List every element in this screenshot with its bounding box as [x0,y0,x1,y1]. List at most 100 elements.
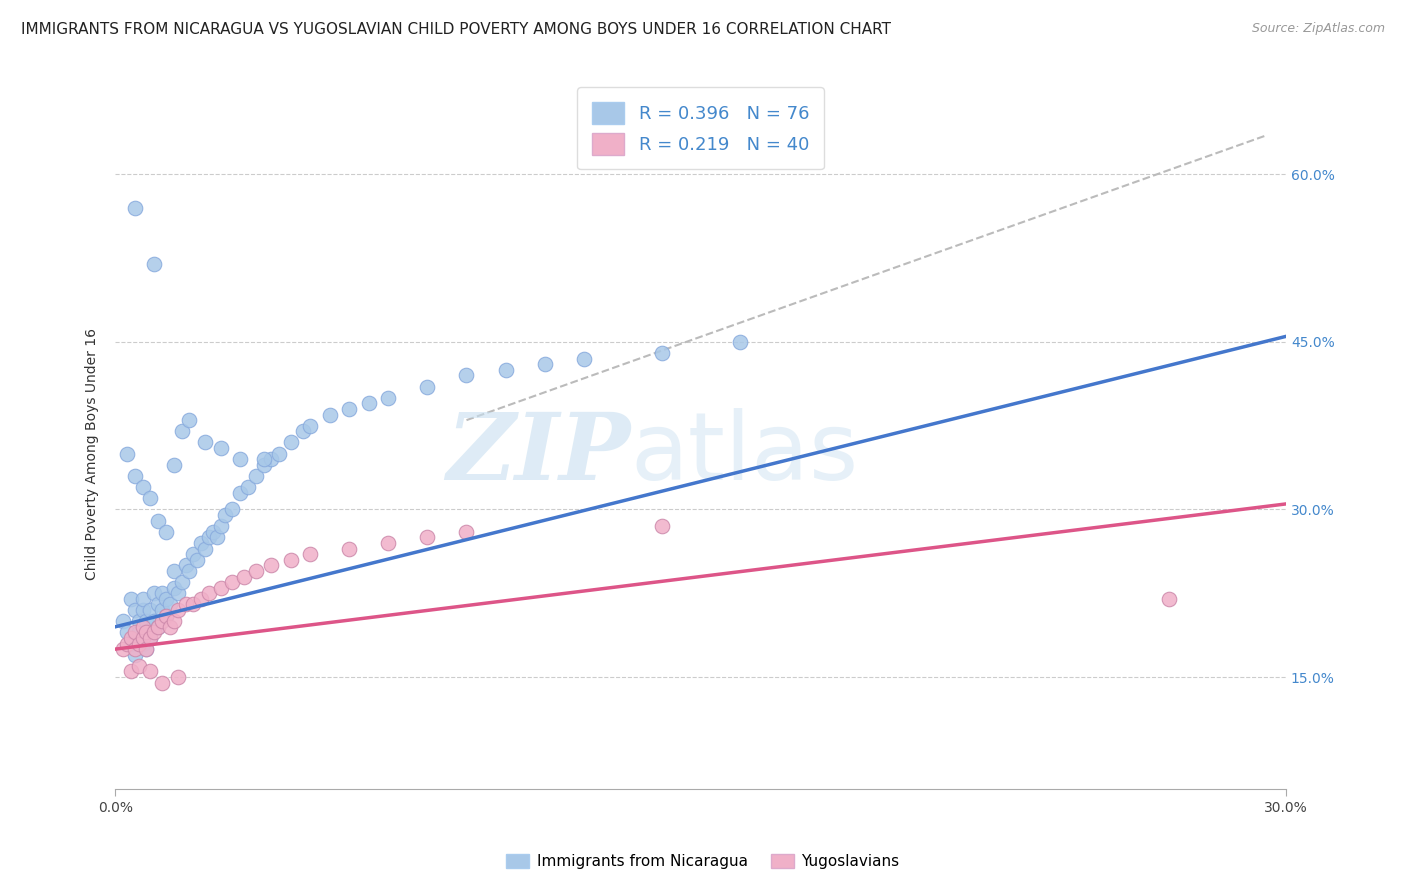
Point [150,614,173,628]
Point [221,575,243,590]
Point [124,625,146,640]
Point [1157,591,1180,606]
Point [181,547,204,561]
Point [143,586,166,600]
Point [131,480,153,494]
Point [260,452,283,467]
Point [252,452,274,467]
Point [120,636,142,650]
Text: atlas: atlas [630,408,859,500]
Point [128,614,150,628]
Point [155,591,177,606]
Point [190,591,212,606]
Point [533,357,555,371]
Point [252,458,274,472]
Point [148,598,170,612]
Point [143,614,166,628]
Point [166,586,188,600]
Point [115,636,138,650]
Point [198,586,221,600]
Point [166,603,188,617]
Point [148,620,170,634]
Point [728,334,751,349]
Point [112,614,135,628]
Point [131,636,153,650]
Point [194,435,217,450]
Point [339,401,361,416]
Point [163,581,186,595]
Point [120,665,142,679]
Point [186,553,208,567]
Point [495,363,517,377]
Point [416,530,439,544]
Point [456,368,478,383]
Point [131,620,153,634]
Point [143,257,166,271]
Point [148,514,170,528]
Point [339,541,361,556]
Point [124,469,146,483]
Point [131,603,153,617]
Point [181,598,204,612]
Point [159,620,181,634]
Point [139,665,162,679]
Point [135,625,157,640]
Point [299,547,322,561]
Point [120,591,142,606]
Point [124,603,146,617]
Point [194,541,217,556]
Point [139,631,162,645]
Point [120,631,142,645]
Point [214,508,236,522]
Point [159,598,181,612]
Point [572,351,595,366]
Point [135,642,157,657]
Point [148,620,170,634]
Legend: Immigrants from Nicaragua, Yugoslavians: Immigrants from Nicaragua, Yugoslavians [501,848,905,875]
Point [229,452,252,467]
Point [135,614,157,628]
Point [139,491,162,506]
Point [135,642,157,657]
Point [170,575,193,590]
Point [163,564,186,578]
Point [150,675,173,690]
Point [163,458,186,472]
Point [456,524,478,539]
Point [179,564,201,578]
Point [377,391,399,405]
Point [201,524,224,539]
Point [198,530,221,544]
Point [190,536,212,550]
Point [209,441,232,455]
Point [163,614,186,628]
Point [150,603,173,617]
Point [209,519,232,533]
Point [150,586,173,600]
Point [170,425,193,439]
Point [124,642,146,657]
Point [245,469,267,483]
Point [128,636,150,650]
Point [143,625,166,640]
Point [651,519,673,533]
Point [280,435,302,450]
Point [229,485,252,500]
Point [155,524,177,539]
Point [291,425,314,439]
Point [651,346,673,360]
Point [112,642,135,657]
Point [155,608,177,623]
Point [124,201,146,215]
Point [139,631,162,645]
Point [128,659,150,673]
Legend: R = 0.396   N = 76, R = 0.219   N = 40: R = 0.396 N = 76, R = 0.219 N = 40 [578,87,824,169]
Point [155,608,177,623]
Y-axis label: Child Poverty Among Boys Under 16: Child Poverty Among Boys Under 16 [86,327,100,580]
Point [124,648,146,662]
Text: Source: ZipAtlas.com: Source: ZipAtlas.com [1251,22,1385,36]
Point [179,413,201,427]
Point [115,447,138,461]
Point [115,625,138,640]
Text: ZIP: ZIP [446,409,630,499]
